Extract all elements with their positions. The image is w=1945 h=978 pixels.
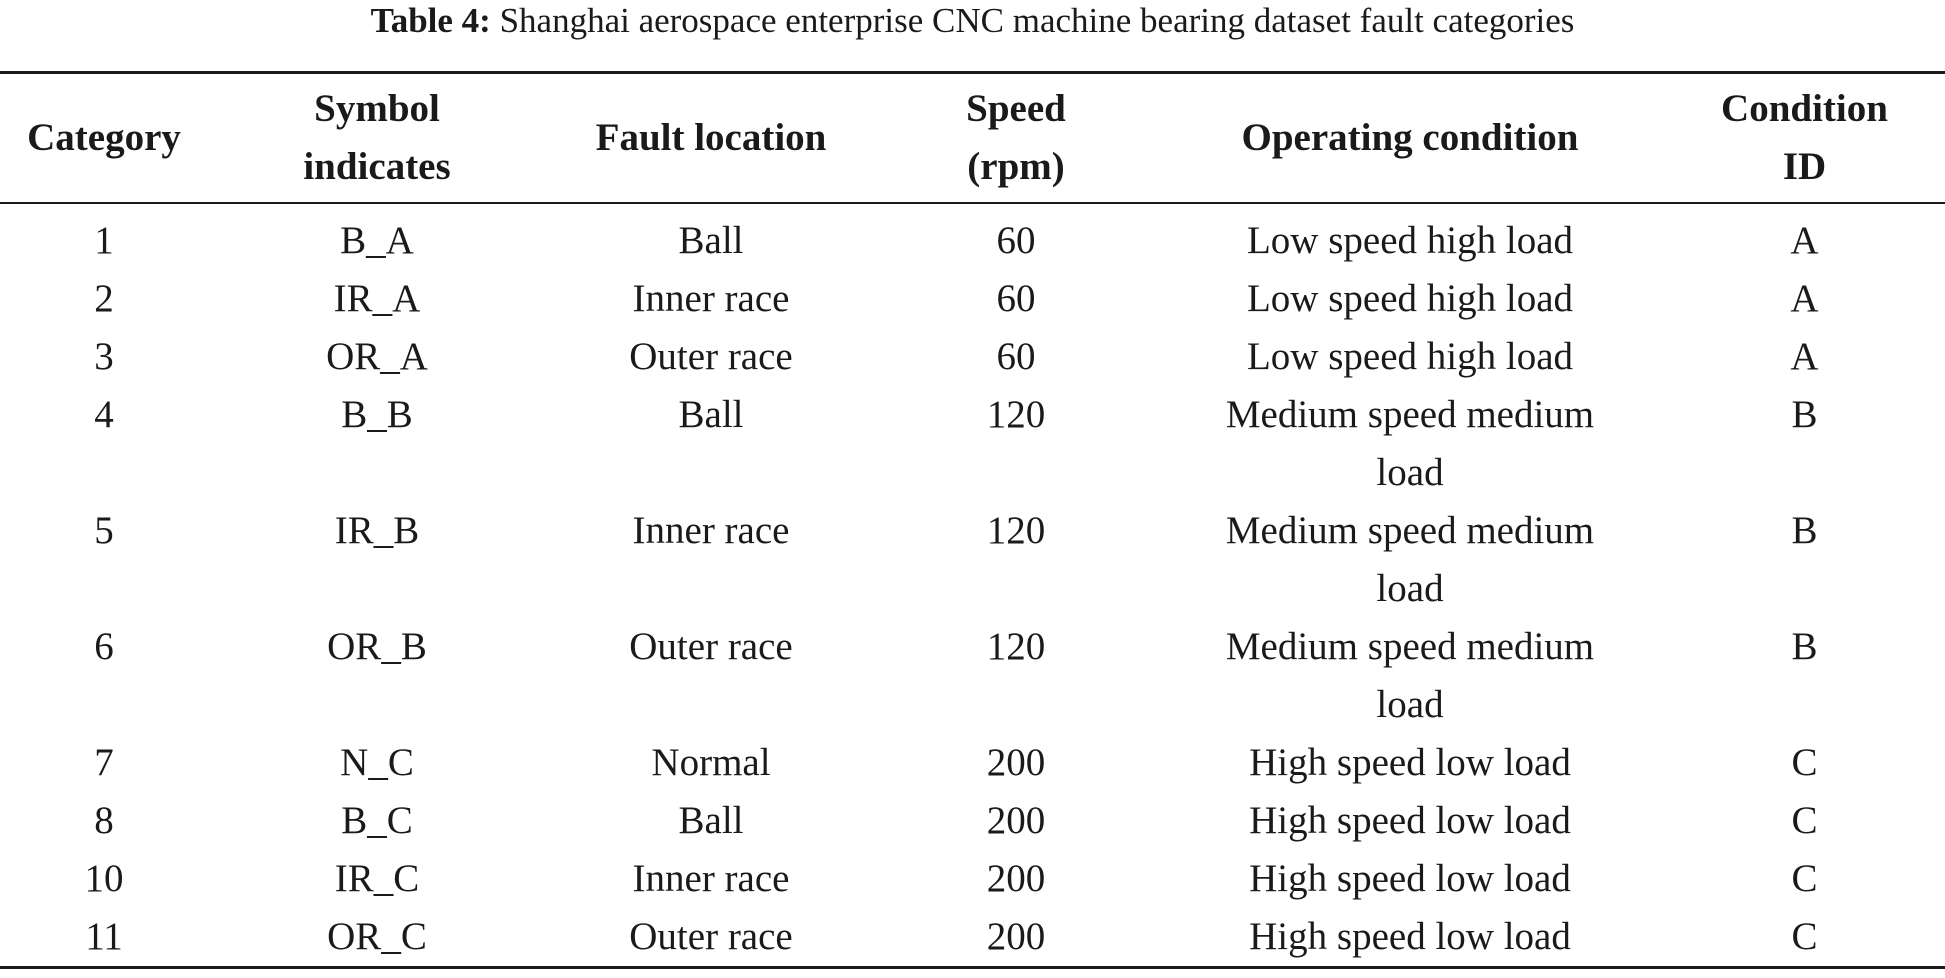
cell-fault-location: Outer race — [629, 915, 793, 958]
cell-speed: 120 — [986, 625, 1046, 668]
cell-category: 5 — [94, 509, 114, 552]
cell-symbol: OR_C — [327, 915, 427, 958]
table-caption-label: Table 4: — [370, 1, 491, 40]
cell-condition-id: A — [1790, 219, 1819, 262]
cell-condition-id: B — [1791, 393, 1818, 436]
table-row: 3 OR_A Outer race 60 Low speed high load A — [0, 328, 1945, 386]
cell-speed: 60 — [996, 219, 1036, 262]
table-container: Category Symbol indicates Fault location… — [0, 71, 1945, 969]
table-row: 5 IR_B Inner race 120 Medium speed medium lo… — [0, 502, 1945, 618]
cell-symbol: B_A — [340, 219, 414, 262]
cell-operating-condition: High speed low load — [1249, 741, 1571, 784]
cell-speed: 200 — [986, 857, 1046, 900]
cell-symbol: OR_A — [326, 335, 428, 378]
cell-operating-condition: Low speed high load — [1246, 277, 1573, 320]
header-operating-condition: Operating condition — [1241, 116, 1579, 159]
cell-symbol: IR_C — [334, 857, 420, 900]
table-body: 1 B_A Ball 60 Low speed high load A 2 IR_A Inner… — [0, 203, 1945, 968]
cell-operating-condition: Low speed high load — [1246, 335, 1573, 378]
fault-categories-table: Category Symbol indicates Fault location… — [0, 71, 1945, 969]
table-header: Category Symbol indicates Fault location… — [0, 72, 1945, 203]
cell-condition-id: C — [1791, 915, 1818, 958]
cell-category: 4 — [94, 393, 114, 436]
cell-fault-location: Outer race — [629, 625, 793, 668]
cell-operating-condition: High speed low load — [1249, 915, 1571, 958]
cell-symbol: B_C — [341, 799, 413, 842]
cell-fault-location: Outer race — [629, 335, 793, 378]
cell-speed: 60 — [996, 335, 1036, 378]
cell-category: 6 — [94, 625, 114, 668]
cell-speed: 120 — [986, 393, 1046, 436]
cell-speed: 200 — [986, 799, 1046, 842]
table-row: 11 OR_C Outer race 200 High speed low load C — [0, 908, 1945, 968]
cell-operating-condition: Medium speed medium load — [1225, 509, 1595, 610]
cell-category: 10 — [84, 857, 124, 900]
cell-condition-id: A — [1790, 277, 1819, 320]
cell-operating-condition: Medium speed medium load — [1225, 393, 1595, 494]
cell-category: 8 — [94, 799, 114, 842]
cell-fault-location: Normal — [651, 741, 771, 784]
table-row: 1 B_A Ball 60 Low speed high load A — [0, 203, 1945, 270]
table-caption: Table 4: Shanghai aerospace enterprise C… — [0, 0, 1945, 42]
cell-speed: 120 — [986, 509, 1046, 552]
cell-condition-id: A — [1790, 335, 1819, 378]
cell-fault-location: Inner race — [632, 857, 790, 900]
cell-fault-location: Inner race — [632, 277, 790, 320]
cell-speed: 60 — [996, 277, 1036, 320]
table-row: 6 OR_B Outer race 120 Medium speed medium lo… — [0, 618, 1945, 734]
cell-operating-condition: High speed low load — [1249, 857, 1571, 900]
table-caption-text: Shanghai aerospace enterprise CNC machin… — [490, 1, 1575, 40]
table-row: 10 IR_C Inner race 200 High speed low load C — [0, 850, 1945, 908]
cell-condition-id: C — [1791, 741, 1818, 784]
cell-fault-location: Ball — [678, 799, 744, 842]
cell-category: 7 — [94, 741, 114, 784]
header-category: Category — [27, 116, 181, 159]
cell-condition-id: C — [1791, 857, 1818, 900]
cell-fault-location: Inner race — [632, 509, 790, 552]
table-row: 7 N_C Normal 200 High speed low load C — [0, 734, 1945, 792]
cell-condition-id: B — [1791, 625, 1818, 668]
cell-operating-condition: High speed low load — [1249, 799, 1571, 842]
table-row: 4 B_B Ball 120 Medium speed medium load B — [0, 386, 1945, 502]
cell-symbol: OR_B — [327, 625, 427, 668]
header-condition-id: Condition ID — [1721, 87, 1888, 188]
cell-condition-id: B — [1791, 509, 1818, 552]
cell-condition-id: C — [1791, 799, 1818, 842]
cell-symbol: N_C — [340, 741, 414, 784]
cell-fault-location: Ball — [678, 219, 744, 262]
header-symbol: Symbol indicates — [303, 87, 451, 188]
cell-operating-condition: Low speed high load — [1246, 219, 1573, 262]
cell-category: 3 — [94, 335, 114, 378]
cell-category: 11 — [85, 915, 123, 958]
cell-category: 2 — [94, 277, 114, 320]
header-fault-location: Fault location — [595, 116, 827, 159]
header-speed: Speed (rpm) — [966, 87, 1066, 188]
table-row: 8 B_C Ball 200 High speed low load C — [0, 792, 1945, 850]
cell-speed: 200 — [986, 915, 1046, 958]
cell-speed: 200 — [986, 741, 1046, 784]
table-row: 2 IR_A Inner race 60 Low speed high load A — [0, 270, 1945, 328]
header-row: Category Symbol indicates Fault location… — [0, 72, 1945, 203]
cell-fault-location: Ball — [678, 393, 744, 436]
cell-symbol: IR_B — [334, 509, 420, 552]
cell-category: 1 — [94, 219, 114, 262]
cell-operating-condition: Medium speed medium load — [1225, 625, 1595, 726]
cell-symbol: B_B — [341, 393, 413, 436]
cell-symbol: IR_A — [333, 277, 421, 320]
